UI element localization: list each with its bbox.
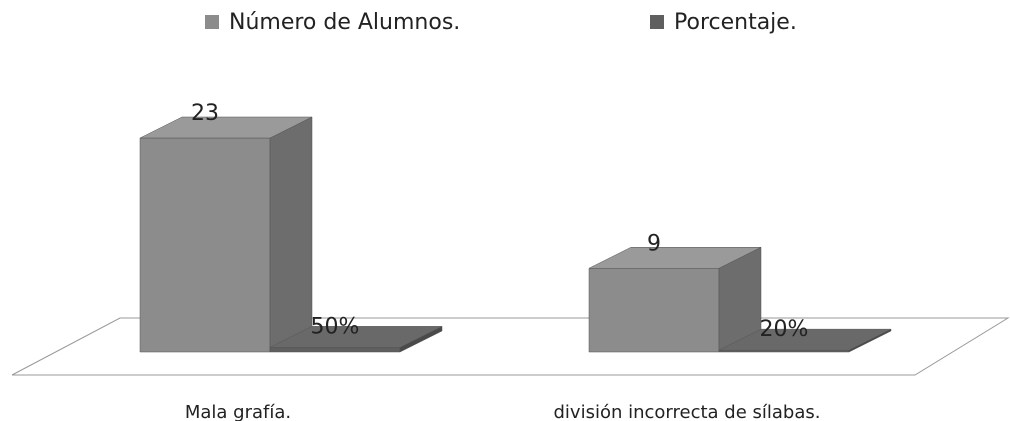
bar-front — [269, 347, 401, 353]
data-label: 9 — [647, 231, 661, 256]
legend-swatch — [205, 15, 219, 29]
data-label: 20% — [760, 317, 809, 342]
legend-label: Número de Alumnos. — [229, 10, 460, 35]
bar-front — [718, 349, 850, 353]
bar — [269, 325, 443, 353]
bar-top — [139, 116, 313, 139]
bar — [139, 116, 313, 353]
bar-front — [139, 137, 271, 353]
data-label: 50% — [311, 314, 360, 339]
legend-label: Porcentaje. — [674, 10, 797, 35]
bar — [718, 328, 892, 353]
bar-side — [269, 116, 313, 353]
x-tick-label: división incorrecta de sílabas. — [554, 402, 821, 421]
bar — [588, 246, 762, 353]
bar-top — [718, 328, 892, 351]
bar-top — [588, 247, 762, 269]
bar-front — [588, 268, 720, 353]
legend-swatch — [650, 15, 664, 29]
bar-top — [269, 326, 443, 348]
data-label: 23 — [191, 101, 219, 126]
x-tick-label: Mala grafía. — [185, 402, 291, 421]
